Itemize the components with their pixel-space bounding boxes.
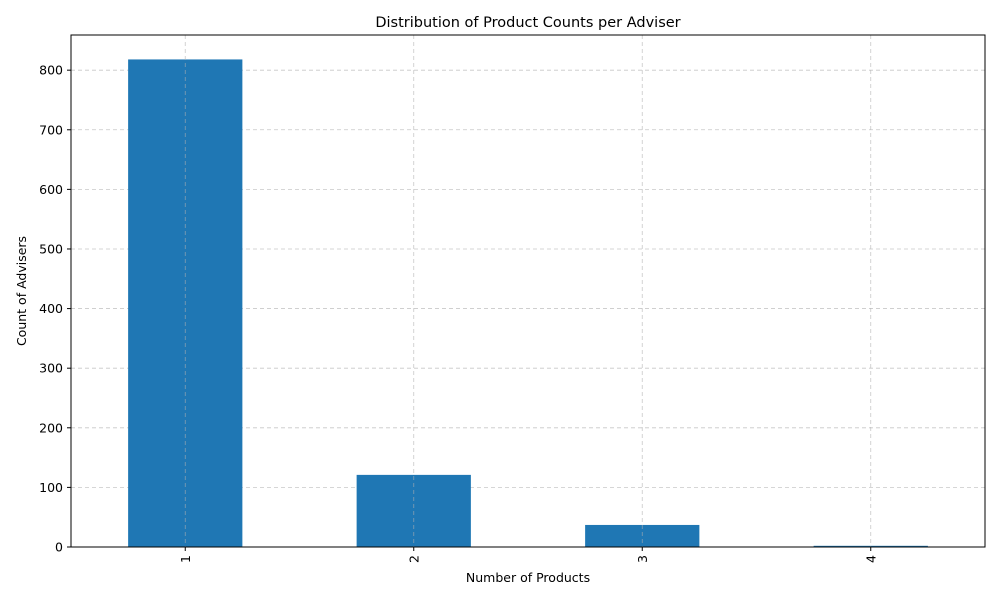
plot-frame (70, 34, 986, 548)
y-tick-label: 300 (39, 361, 63, 376)
y-axis-label: Count of Advisers (14, 236, 29, 346)
y-tick-label: 0 (55, 540, 63, 555)
y-tick-label: 500 (39, 241, 63, 256)
y-tick-label: 800 (39, 63, 63, 78)
x-axis-label: Number of Products (466, 570, 590, 585)
x-tick-label: 2 (406, 555, 421, 563)
plot-area: 0 100 200 300 400 500 600 700 800 1 2 3 4 (39, 34, 986, 563)
y-tick-label: 700 (39, 122, 63, 137)
chart-title: Distribution of Product Counts per Advis… (375, 15, 680, 31)
y-tick-label: 200 (39, 420, 63, 435)
x-tick-label: 1 (178, 555, 193, 563)
y-tick-label: 400 (39, 301, 63, 316)
y-tick-label: 100 (39, 480, 63, 495)
x-tick-label: 4 (863, 555, 878, 563)
x-tick-label: 3 (635, 555, 650, 563)
y-tick-label: 600 (39, 182, 63, 197)
